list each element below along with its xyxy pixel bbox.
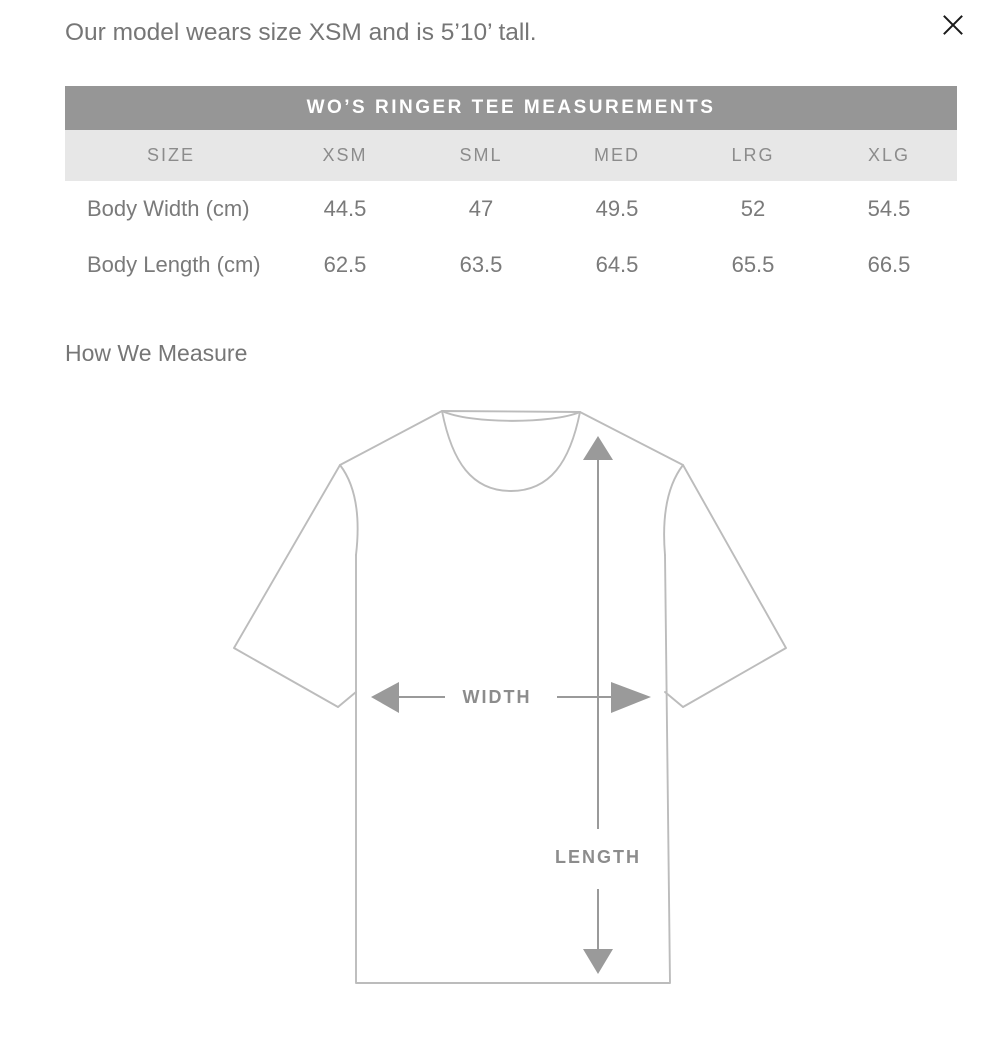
svg-text:LENGTH: LENGTH <box>555 847 641 867</box>
svg-text:WIDTH: WIDTH <box>463 687 532 707</box>
